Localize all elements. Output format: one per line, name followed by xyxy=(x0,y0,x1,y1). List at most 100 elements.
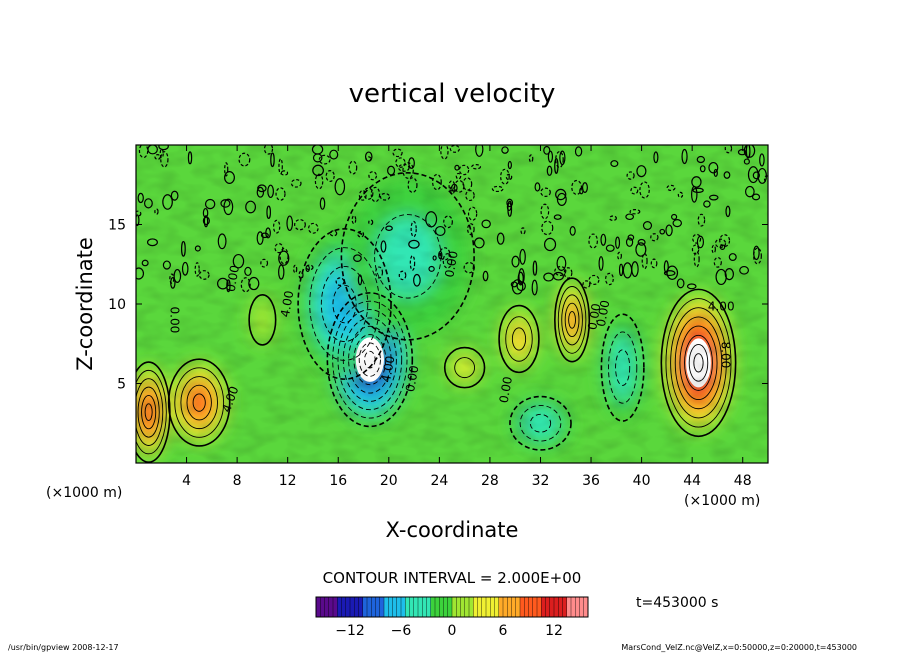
contour-small-70 xyxy=(588,274,600,286)
colorbar-cell-60 xyxy=(571,597,576,617)
contour-5-3 xyxy=(137,386,160,438)
contour-3-4 xyxy=(679,325,718,401)
contour-small-142 xyxy=(202,207,209,218)
contour-small-97 xyxy=(159,148,164,159)
contour-small-153 xyxy=(348,160,358,175)
contour-small-60 xyxy=(745,185,755,198)
contour-small-165 xyxy=(380,240,387,253)
colorbar-cell-26 xyxy=(426,597,432,617)
contour-small-154 xyxy=(555,188,567,201)
contour-small-205 xyxy=(653,151,659,164)
colorbar-tick-label-2: 0 xyxy=(448,623,457,639)
colorbar-cell-6 xyxy=(341,597,347,617)
contour-1-1 xyxy=(309,247,380,361)
contour-small-24 xyxy=(507,160,512,170)
colorbar-cell-49 xyxy=(524,597,529,617)
contour-0-1 xyxy=(332,300,408,419)
contour-small-226 xyxy=(194,245,201,252)
contour-small-167 xyxy=(260,258,269,268)
contour-small-247 xyxy=(170,277,176,289)
contour-small-232 xyxy=(713,168,718,178)
contour-small-90 xyxy=(224,162,229,177)
contour-small-194 xyxy=(260,232,269,239)
contour-small-105 xyxy=(146,238,158,247)
contour-small-223 xyxy=(409,255,416,271)
contour-small-251 xyxy=(357,274,363,286)
contour-small-95 xyxy=(294,219,306,231)
contour-9-0 xyxy=(600,313,645,422)
contour-small-188 xyxy=(724,268,735,281)
contour-1-0 xyxy=(297,228,392,380)
colorbar-cell-52 xyxy=(537,597,542,617)
contour-small-177 xyxy=(181,240,186,257)
contour-small-195 xyxy=(511,279,524,295)
contour-small-219 xyxy=(162,194,173,210)
contour-small-187 xyxy=(745,145,751,159)
colorbar-cell-40 xyxy=(486,597,491,617)
colorbar-cell-22 xyxy=(409,597,415,617)
footer-left: /usr/bin/gpview 2008-12-17 xyxy=(8,643,119,652)
contour-small-65 xyxy=(540,187,551,197)
colorbar-cell-36 xyxy=(469,597,474,617)
colorbar-tick-label-0: −12 xyxy=(335,623,365,639)
contour-3-6 xyxy=(688,344,709,382)
contour-small-51 xyxy=(571,179,583,195)
y-tick-label-1: 10 xyxy=(108,297,126,313)
contour-small-106 xyxy=(245,200,257,214)
contour-small-113 xyxy=(274,243,284,254)
contour-small-159 xyxy=(598,256,604,271)
contour-small-74 xyxy=(663,270,676,277)
colorbar-cell-50 xyxy=(528,597,534,617)
contour-small-181 xyxy=(626,171,635,180)
chart-title: vertical velocity xyxy=(349,79,556,109)
x-tick-label-7: 32 xyxy=(532,473,550,489)
colorbar-cell-1 xyxy=(320,597,325,617)
contour-small-76 xyxy=(257,184,267,193)
contour-small-231 xyxy=(618,263,624,277)
contour-small-242 xyxy=(454,180,465,193)
contour-small-87 xyxy=(402,162,414,179)
contour-small-213 xyxy=(630,186,639,195)
contour-small-14 xyxy=(471,164,482,170)
contour-small-161 xyxy=(697,213,706,227)
contour-5-4 xyxy=(141,394,157,430)
contour-small-201 xyxy=(458,164,470,176)
colorbar-cell-56 xyxy=(554,597,559,617)
contour-small-101 xyxy=(217,233,227,250)
contour-small-229 xyxy=(737,149,747,156)
contour-small-50 xyxy=(635,242,647,257)
contour-small-104 xyxy=(511,255,520,268)
contour-4-1 xyxy=(174,367,225,438)
contour-small-203 xyxy=(365,156,372,162)
contour-7-2 xyxy=(511,327,527,351)
contour-8-2 xyxy=(529,413,552,433)
contour-small-131 xyxy=(398,163,410,172)
contour-small-82 xyxy=(358,189,367,201)
contour-small-122 xyxy=(574,146,583,157)
contour-small-55 xyxy=(625,213,635,221)
contour-small-83 xyxy=(540,203,550,220)
contour-small-68 xyxy=(413,273,421,287)
contour-small-20 xyxy=(491,185,504,193)
contour-3-3 xyxy=(674,316,723,410)
contour-small-136 xyxy=(728,253,737,261)
contour-11-0 xyxy=(248,294,277,346)
contour-small-80 xyxy=(641,252,648,270)
colorbar-cell-59 xyxy=(566,597,572,617)
contour-small-257 xyxy=(753,245,760,261)
x-tick-label-4: 20 xyxy=(380,473,398,489)
contour-small-207 xyxy=(672,219,683,228)
contour-small-73 xyxy=(298,270,304,280)
contour-4-4 xyxy=(192,393,206,412)
contour-10-1 xyxy=(454,357,476,379)
contour-small-163 xyxy=(305,264,314,271)
y-tick-label-2: 15 xyxy=(108,218,126,234)
footer-right: MarsCond_VelZ.nc@VelZ,x=0:50000,z=0:2000… xyxy=(621,643,857,652)
contour-small-245 xyxy=(232,253,245,269)
contour-small-15 xyxy=(481,219,491,229)
contour-small-217 xyxy=(455,172,462,180)
contour-small-93 xyxy=(432,173,442,191)
contour-0-0 xyxy=(326,292,414,428)
y-tick-label-0: 5 xyxy=(117,377,126,393)
colorbar-cell-16 xyxy=(384,597,389,617)
